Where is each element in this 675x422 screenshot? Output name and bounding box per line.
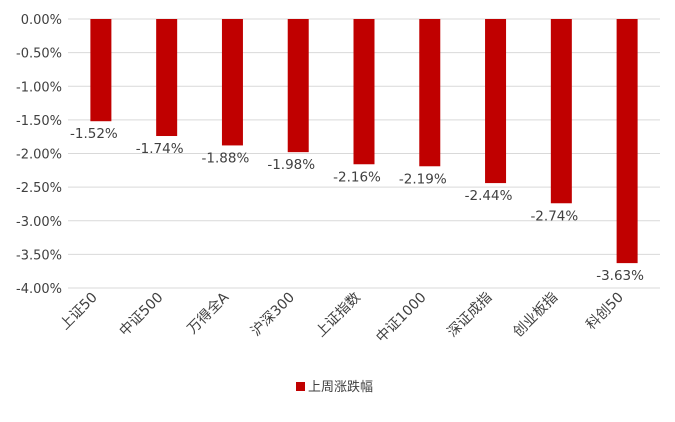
data-label: -1.88% [202,150,250,166]
y-tick-label: -0.50% [16,47,62,62]
bar [287,19,309,153]
bar [221,19,243,146]
y-tick-label: -4.00% [16,282,62,297]
x-category-label: 上证50 [57,290,101,334]
bar [485,19,507,184]
data-label: -2.16% [333,169,381,185]
x-category-label: 创业板指 [510,290,561,341]
bar [353,19,375,165]
y-tick-label: -2.50% [16,181,62,196]
y-tick-label: -3.50% [16,248,62,263]
x-category-label: 深证成指 [444,290,495,341]
data-label: -2.74% [530,208,578,224]
data-label: -1.98% [267,157,315,173]
x-category-label: 科创50 [583,290,627,334]
y-tick-label: -2.00% [16,148,62,163]
x-category-label: 上证指数 [313,290,364,341]
y-tick-label: 0.00% [21,13,62,28]
legend-swatch [296,382,305,391]
y-tick-label: -1.00% [16,80,62,95]
x-category-label: 万得全A [184,289,233,338]
data-label: -3.63% [596,268,644,284]
data-label: -1.74% [136,141,184,157]
bar [156,19,178,137]
bar [616,19,638,264]
data-label: -1.52% [70,126,118,142]
y-tick-label: -3.00% [16,215,62,230]
bar [550,19,572,204]
bar [419,19,441,167]
data-label: -2.44% [465,188,513,204]
x-category-label: 中证500 [116,290,166,340]
y-tick-label: -1.50% [16,114,62,129]
bar [90,19,112,122]
legend-label: 上周涨跌幅 [308,379,373,395]
data-label: -2.19% [399,171,447,187]
x-category-label: 中证1000 [373,290,429,346]
x-category-label: 沪深300 [248,290,298,340]
